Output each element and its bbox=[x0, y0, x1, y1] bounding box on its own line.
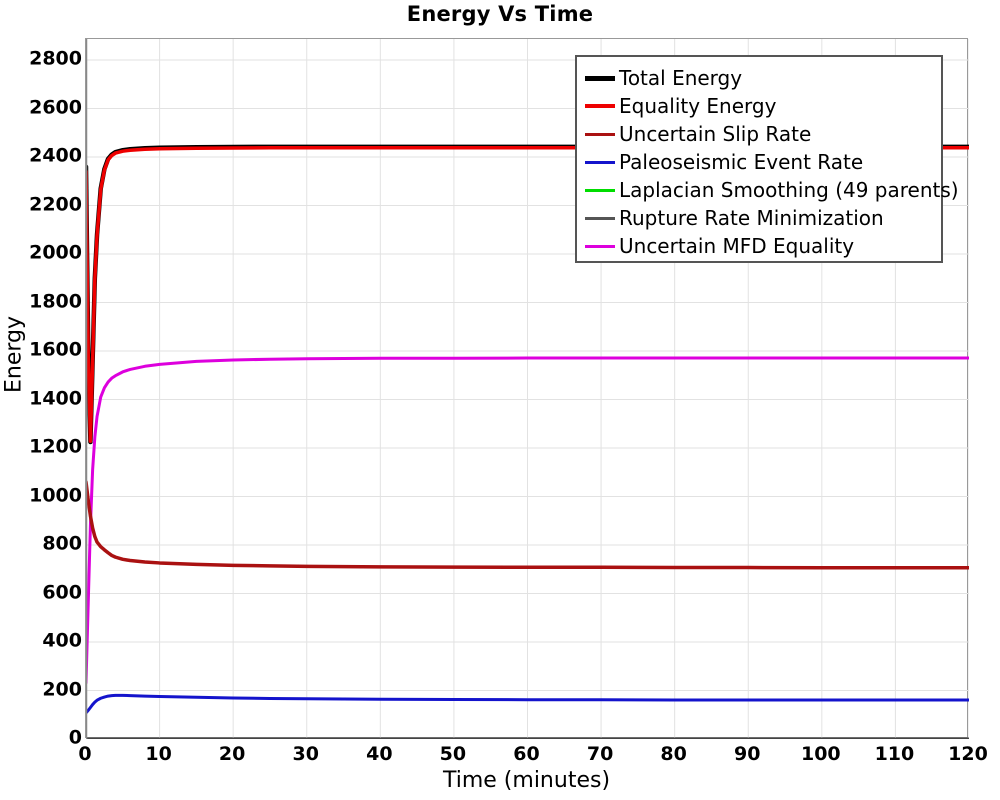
y-tick-label: 1600 bbox=[29, 338, 82, 361]
legend-item[interactable]: Rupture Rate Minimization bbox=[585, 204, 941, 232]
legend-color-swatch-icon bbox=[585, 132, 615, 136]
x-tick-label: 80 bbox=[660, 743, 687, 765]
legend-item[interactable]: Total Energy bbox=[585, 64, 941, 92]
legend-color-swatch-icon bbox=[585, 160, 615, 164]
x-tick-label: 90 bbox=[734, 743, 761, 765]
x-tick-label: 0 bbox=[78, 743, 92, 765]
y-tick-label: 2800 bbox=[29, 47, 82, 70]
y-tick-label: 0 bbox=[68, 726, 82, 749]
legend-item-label: Uncertain MFD Equality bbox=[619, 234, 855, 258]
x-tick-label: 20 bbox=[218, 743, 246, 765]
legend-color-swatch-icon bbox=[585, 188, 615, 192]
series-line bbox=[86, 693, 969, 715]
legend-item[interactable]: Paleoseismic Event Rate bbox=[585, 148, 941, 176]
x-tick-label: 40 bbox=[366, 743, 393, 765]
y-tick-label: 1000 bbox=[29, 484, 82, 506]
legend-color-swatch-icon bbox=[585, 75, 615, 81]
y-axis-label: Energy bbox=[1, 315, 27, 394]
y-tick-label: 1400 bbox=[29, 387, 82, 409]
x-tick-label: 10 bbox=[145, 743, 172, 765]
legend-item[interactable]: Laplacian Smoothing (49 parents) bbox=[585, 176, 959, 204]
x-axis-label: Time (minutes) bbox=[442, 768, 611, 793]
x-tick-label: 70 bbox=[586, 743, 614, 765]
y-tick-label: 2200 bbox=[29, 193, 82, 215]
series-line bbox=[86, 480, 969, 570]
y-tick-label: 400 bbox=[42, 629, 82, 652]
y-tick-label: 2000 bbox=[29, 241, 82, 264]
legend-item[interactable]: Uncertain MFD Equality bbox=[585, 232, 941, 260]
y-tick-label: 2600 bbox=[29, 96, 82, 118]
series-line bbox=[86, 356, 969, 685]
legend-color-swatch-icon bbox=[585, 244, 615, 248]
x-tick-label: 110 bbox=[874, 743, 915, 765]
x-tick-label: 50 bbox=[439, 743, 467, 765]
x-tick-label: 30 bbox=[292, 743, 319, 765]
legend-item-label: Total Energy bbox=[619, 66, 743, 90]
legend-item-label: Paleoseismic Event Rate bbox=[619, 150, 864, 174]
legend-item-label: Uncertain Slip Rate bbox=[619, 122, 812, 146]
y-tick-label: 1800 bbox=[29, 290, 82, 312]
x-tick-label: 100 bbox=[800, 743, 841, 765]
y-tick-label: 1200 bbox=[29, 435, 82, 458]
y-axis-tick-labels: 0 200 400 600 800 1000 1200 1400 1600 1800 2000 220… bbox=[0, 0, 82, 800]
y-tick-label: 600 bbox=[42, 581, 82, 603]
legend-item[interactable]: Equality Energy bbox=[585, 92, 941, 120]
legend-color-swatch-icon bbox=[585, 216, 615, 220]
legend-color-swatch-icon bbox=[585, 104, 615, 108]
legend-item-label: Equality Energy bbox=[619, 94, 777, 118]
y-tick-label: 200 bbox=[42, 678, 82, 700]
x-tick-label: 60 bbox=[513, 743, 540, 765]
legend-item-label: Rupture Rate Minimization bbox=[619, 206, 884, 230]
x-tick-label: 120 bbox=[948, 743, 988, 765]
legend-item-label: Laplacian Smoothing (49 parents) bbox=[619, 178, 959, 202]
y-tick-label: 2400 bbox=[29, 144, 82, 167]
y-tick-label: 800 bbox=[42, 532, 82, 555]
x-axis-tick-labels: 0 10 20 30 40 50 60 70 80 90 100 110 120 bbox=[0, 745, 1000, 775]
chart-legend: Total Energy Equality Energy Uncertain Sli… bbox=[575, 55, 959, 263]
chart-title: Energy Vs Time bbox=[406, 2, 594, 26]
legend-item[interactable]: Uncertain Slip Rate bbox=[585, 120, 941, 148]
